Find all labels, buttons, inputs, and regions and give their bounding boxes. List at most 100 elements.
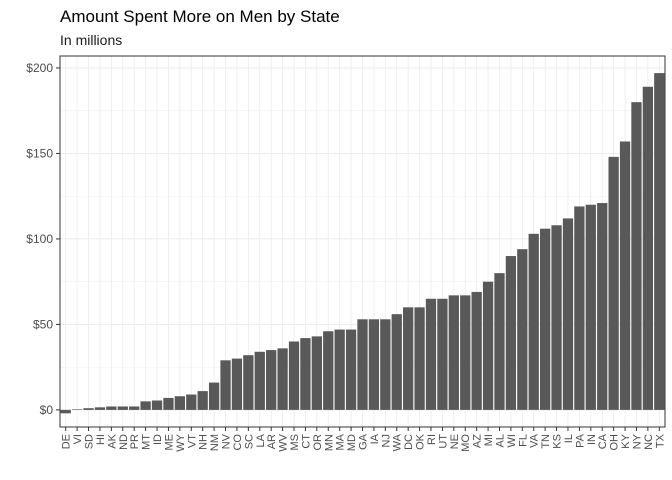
bar-VA <box>528 233 539 410</box>
bar-AZ <box>471 291 482 410</box>
x-tick-label: VA <box>529 433 541 448</box>
bars <box>60 73 665 414</box>
bar-OK <box>414 307 425 410</box>
y-tick-label: $0 <box>40 403 54 417</box>
x-tick-label: OH <box>609 434 621 451</box>
bar-KS <box>551 225 562 410</box>
x-tick-label: NJ <box>380 434 392 447</box>
bar-NH <box>197 391 208 410</box>
bar-NM <box>208 382 220 410</box>
y-axis: $0 $50 $100 $150 $200 <box>26 61 60 417</box>
bar-NV <box>220 360 231 410</box>
bar-SD <box>83 408 94 410</box>
x-tick-label: AK <box>106 433 118 448</box>
bar-LA <box>254 351 265 410</box>
bar-IL <box>562 218 574 410</box>
x-tick-label: GA <box>358 433 370 450</box>
x-tick-label: PR <box>129 434 141 449</box>
x-tick-label: VI <box>72 434 84 444</box>
x-tick-label: WV <box>278 433 290 451</box>
bar-CA <box>597 203 608 410</box>
x-tick-label: OR <box>312 434 324 451</box>
x-tick-label: IA <box>369 433 381 444</box>
bar-ID <box>151 400 163 410</box>
x-tick-label: DE <box>61 434 73 449</box>
x-tick-label: WI <box>506 434 518 447</box>
bar-MO <box>460 295 471 410</box>
x-tick-label: WA <box>392 433 404 451</box>
x-tick-label: ID <box>152 434 164 445</box>
x-tick-label: MO <box>460 434 472 452</box>
bar-WI <box>505 256 517 410</box>
x-tick-label: NH <box>198 434 210 450</box>
chart-subtitle: In millions <box>60 32 122 48</box>
x-tick-label: MA <box>335 433 347 450</box>
x-tick-label: AR <box>266 434 278 449</box>
y-tick-label: $50 <box>33 317 53 331</box>
bar-NE <box>448 295 459 410</box>
x-tick-label: MN <box>323 434 335 451</box>
bar-MA <box>334 329 345 410</box>
y-tick-label: $200 <box>26 61 53 75</box>
bar-CO <box>231 358 243 410</box>
x-tick-label: AL <box>494 434 506 447</box>
x-tick-label: KY <box>620 433 632 448</box>
bar-MD <box>345 329 357 410</box>
x-tick-label: SD <box>84 434 96 449</box>
x-tick-label: OK <box>415 433 427 450</box>
bar-TX <box>654 73 665 410</box>
bar-GA <box>357 319 368 410</box>
bar-IN <box>585 204 596 410</box>
bar-UT <box>437 298 448 410</box>
bar-NY <box>631 102 642 410</box>
x-tick-label: MS <box>289 434 301 451</box>
bar-OR <box>311 336 322 410</box>
bar-NC <box>642 86 654 410</box>
y-tick-label: $100 <box>26 232 53 246</box>
bar-FL <box>517 249 528 410</box>
bar-CT <box>300 338 311 410</box>
y-tick-label: $150 <box>26 146 53 160</box>
bar-OH <box>608 156 619 410</box>
bar-KY <box>619 141 631 410</box>
bar-ME <box>163 397 174 410</box>
bar-MN <box>323 331 334 410</box>
bar-AR <box>266 350 277 410</box>
x-tick-label: SC <box>243 434 255 449</box>
bar-AL <box>494 273 505 410</box>
x-tick-label: LA <box>255 433 267 447</box>
bar-HI <box>94 407 106 410</box>
bar-VI <box>71 409 83 410</box>
x-tick-label: NC <box>643 434 655 450</box>
bar-SC <box>243 355 254 410</box>
x-tick-label: IN <box>586 434 598 445</box>
x-tick-label: IL <box>563 434 575 443</box>
x-tick-label: AZ <box>472 434 484 448</box>
x-tick-label: TN <box>540 434 552 449</box>
x-tick-label: KS <box>552 434 564 449</box>
x-tick-label: TX <box>654 433 666 448</box>
x-tick-label: MT <box>141 434 153 450</box>
x-tick-label: HI <box>95 434 107 445</box>
chart-title: Amount Spent More on Men by State <box>60 7 340 26</box>
x-tick-label: DC <box>403 434 415 450</box>
bar-WY <box>174 396 185 410</box>
x-tick-label: UT <box>437 434 449 449</box>
bar-NJ <box>380 319 391 410</box>
x-tick-label: CA <box>597 433 609 449</box>
bar-WV <box>277 348 288 410</box>
bar-MI <box>482 281 494 410</box>
bar-AK <box>106 406 117 410</box>
x-tick-label: MI <box>483 434 495 446</box>
bar-RI <box>425 298 437 410</box>
bar-IA <box>368 319 380 410</box>
bar-VT <box>186 394 197 410</box>
x-tick-label: MD <box>346 434 358 451</box>
bar-DC <box>403 307 414 410</box>
x-tick-label: ME <box>163 434 175 451</box>
x-tick-label: WY <box>175 433 187 451</box>
x-tick-label: RI <box>426 434 438 445</box>
x-tick-label: FL <box>517 434 529 447</box>
bar-MS <box>288 341 300 410</box>
